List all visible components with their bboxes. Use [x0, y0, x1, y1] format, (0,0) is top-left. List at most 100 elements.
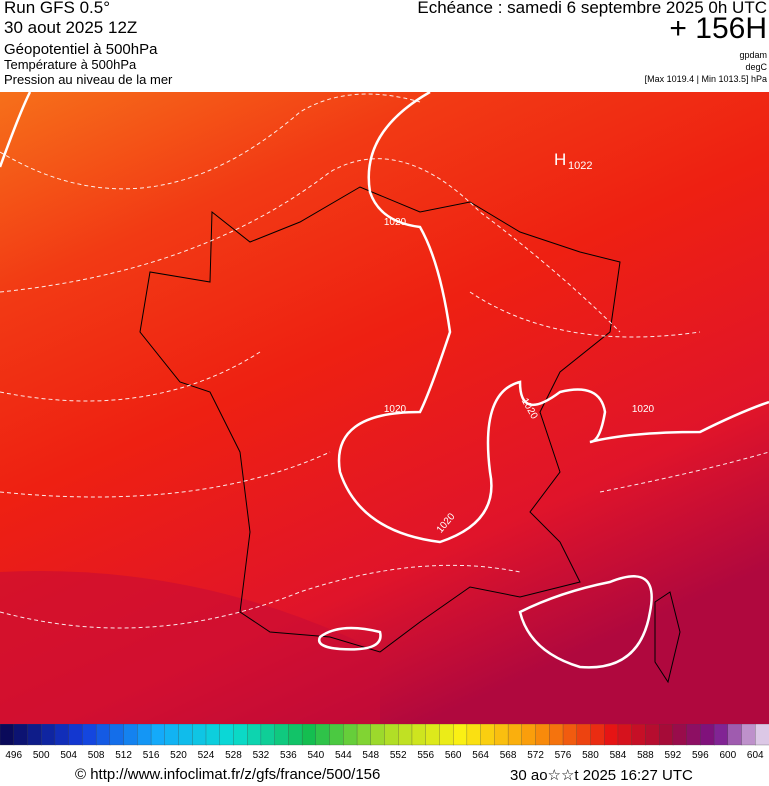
colorbar-cell: [95, 724, 111, 746]
colorbar-label: 576: [555, 750, 572, 761]
colorbar-label: 596: [692, 750, 709, 761]
colorbar-label: 512: [115, 750, 132, 761]
source: © http://www.infoclimat.fr/z/gfs/france/…: [75, 766, 381, 783]
colorbar-cell: [0, 724, 15, 746]
colorbar-cell: [123, 724, 138, 746]
colorbar-cell: [274, 724, 290, 746]
colorbar-label: 560: [445, 750, 462, 761]
colorbar-label: 504: [60, 750, 77, 761]
colorbar-cell: [521, 724, 537, 746]
colorbar-label: 564: [472, 750, 489, 761]
isotherms: [0, 93, 769, 629]
colorbar-label: 584: [610, 750, 627, 761]
colorbar-cell: [41, 724, 56, 746]
range: [Max 1019.4 | Min 1013.5] hPa: [644, 74, 767, 84]
colorbar-cell: [741, 724, 756, 746]
subtitle: Pression au niveau de la mer: [4, 72, 173, 87]
colorbar-cell: [219, 724, 235, 746]
colorbar-cell: [535, 724, 550, 746]
colorbar-label: 524: [198, 750, 215, 761]
colorbar-cell: [590, 724, 605, 746]
colorbar-label: 600: [719, 750, 736, 761]
colorbar-label: 536: [280, 750, 297, 761]
colorbar-cell: [329, 724, 344, 746]
colorbar-label: 572: [527, 750, 544, 761]
unit: degC: [745, 62, 767, 72]
colorbar-label: 528: [225, 750, 242, 761]
colorbar-cell: [658, 724, 674, 746]
colorbar-label: 540: [307, 750, 324, 761]
colorbar-label: 500: [33, 750, 50, 761]
colorbar-cell: [755, 724, 769, 746]
high-value: 1022: [568, 160, 592, 172]
colorbar-cell: [494, 724, 509, 746]
colorbar-cell: [727, 724, 743, 746]
colorbar-cell: [82, 724, 97, 746]
unit: gpdam: [739, 50, 767, 60]
colorbar-cell: [288, 724, 303, 746]
colorbar-cell: [384, 724, 399, 746]
colorbar: 496 500 504 508 512 516 520 524 528 532 536 540 544 5…: [0, 724, 769, 761]
colorbar-label: 544: [335, 750, 352, 761]
high-letter: H: [554, 150, 566, 169]
colorbar-cell: [109, 724, 125, 746]
colorbar-label: 592: [665, 750, 682, 761]
colorbar-label: 520: [170, 750, 187, 761]
isobars: [0, 92, 769, 669]
colorbar-cell: [68, 724, 84, 746]
colorbar-cell: [411, 724, 427, 746]
colorbar-cell: [54, 724, 70, 746]
colorbar-cell: [205, 724, 221, 746]
colorbar-cell: [576, 724, 592, 746]
colorbar-cell: [192, 724, 207, 746]
colorbar-cell: [617, 724, 633, 746]
colorbar-cell: [549, 724, 564, 746]
colorbar-cell: [233, 724, 248, 746]
colorbar-cell: [631, 724, 647, 746]
colorbar-label: 552: [390, 750, 407, 761]
colorbar-cell: [356, 724, 372, 746]
colorbar-cell: [370, 724, 386, 746]
colorbar-cell: [453, 724, 468, 746]
isobar-label: 1020: [384, 217, 407, 228]
colorbar-cell: [439, 724, 454, 746]
colorbar-label: 580: [582, 750, 599, 761]
colorbar-cell: [604, 724, 619, 746]
colorbar-label: 508: [88, 750, 105, 761]
colorbar-cell: [672, 724, 688, 746]
colorbar-cell: [301, 724, 317, 746]
colorbar-cell: [315, 724, 331, 746]
colorbar-cell: [425, 724, 441, 746]
colorbar-label: 556: [417, 750, 434, 761]
colorbar-cell: [645, 724, 660, 746]
isobar-label: 1020: [632, 404, 655, 415]
title: Géopotentiel à 500hPa: [4, 41, 158, 58]
country-border: [139, 186, 621, 653]
colorbar-cell: [27, 724, 42, 746]
colorbar-cell: [247, 724, 262, 746]
colorbar-cell: [398, 724, 413, 746]
colorbar-cell: [562, 724, 578, 746]
colorbar-cell: [700, 724, 715, 746]
corsica: [654, 591, 681, 684]
colorbar-label: 496: [5, 750, 22, 761]
cold-zone: [0, 571, 380, 724]
subtitle: Température à 500hPa: [4, 57, 137, 72]
colorbar-cell: [178, 724, 193, 746]
colorbar-label: 588: [637, 750, 654, 761]
colorbar-cell: [507, 724, 523, 746]
colorbar-cell: [686, 724, 701, 746]
colorbar-cell: [260, 724, 276, 746]
colorbar-cell: [343, 724, 358, 746]
colorbar-label: 516: [143, 750, 160, 761]
colorbar-label: 604: [747, 750, 764, 761]
lead-time: + 156H: [669, 12, 767, 45]
forecast: Echéance : samedi 6 septembre 2025 0h UT…: [417, 0, 767, 17]
colorbar-cell: [137, 724, 152, 746]
isobar-label: 1020: [384, 404, 407, 415]
colorbar-cell: [480, 724, 496, 746]
colorbar-cell: [150, 724, 166, 746]
timestamp: 30 ao☆☆t 2025 16:27 UTC: [510, 767, 693, 784]
